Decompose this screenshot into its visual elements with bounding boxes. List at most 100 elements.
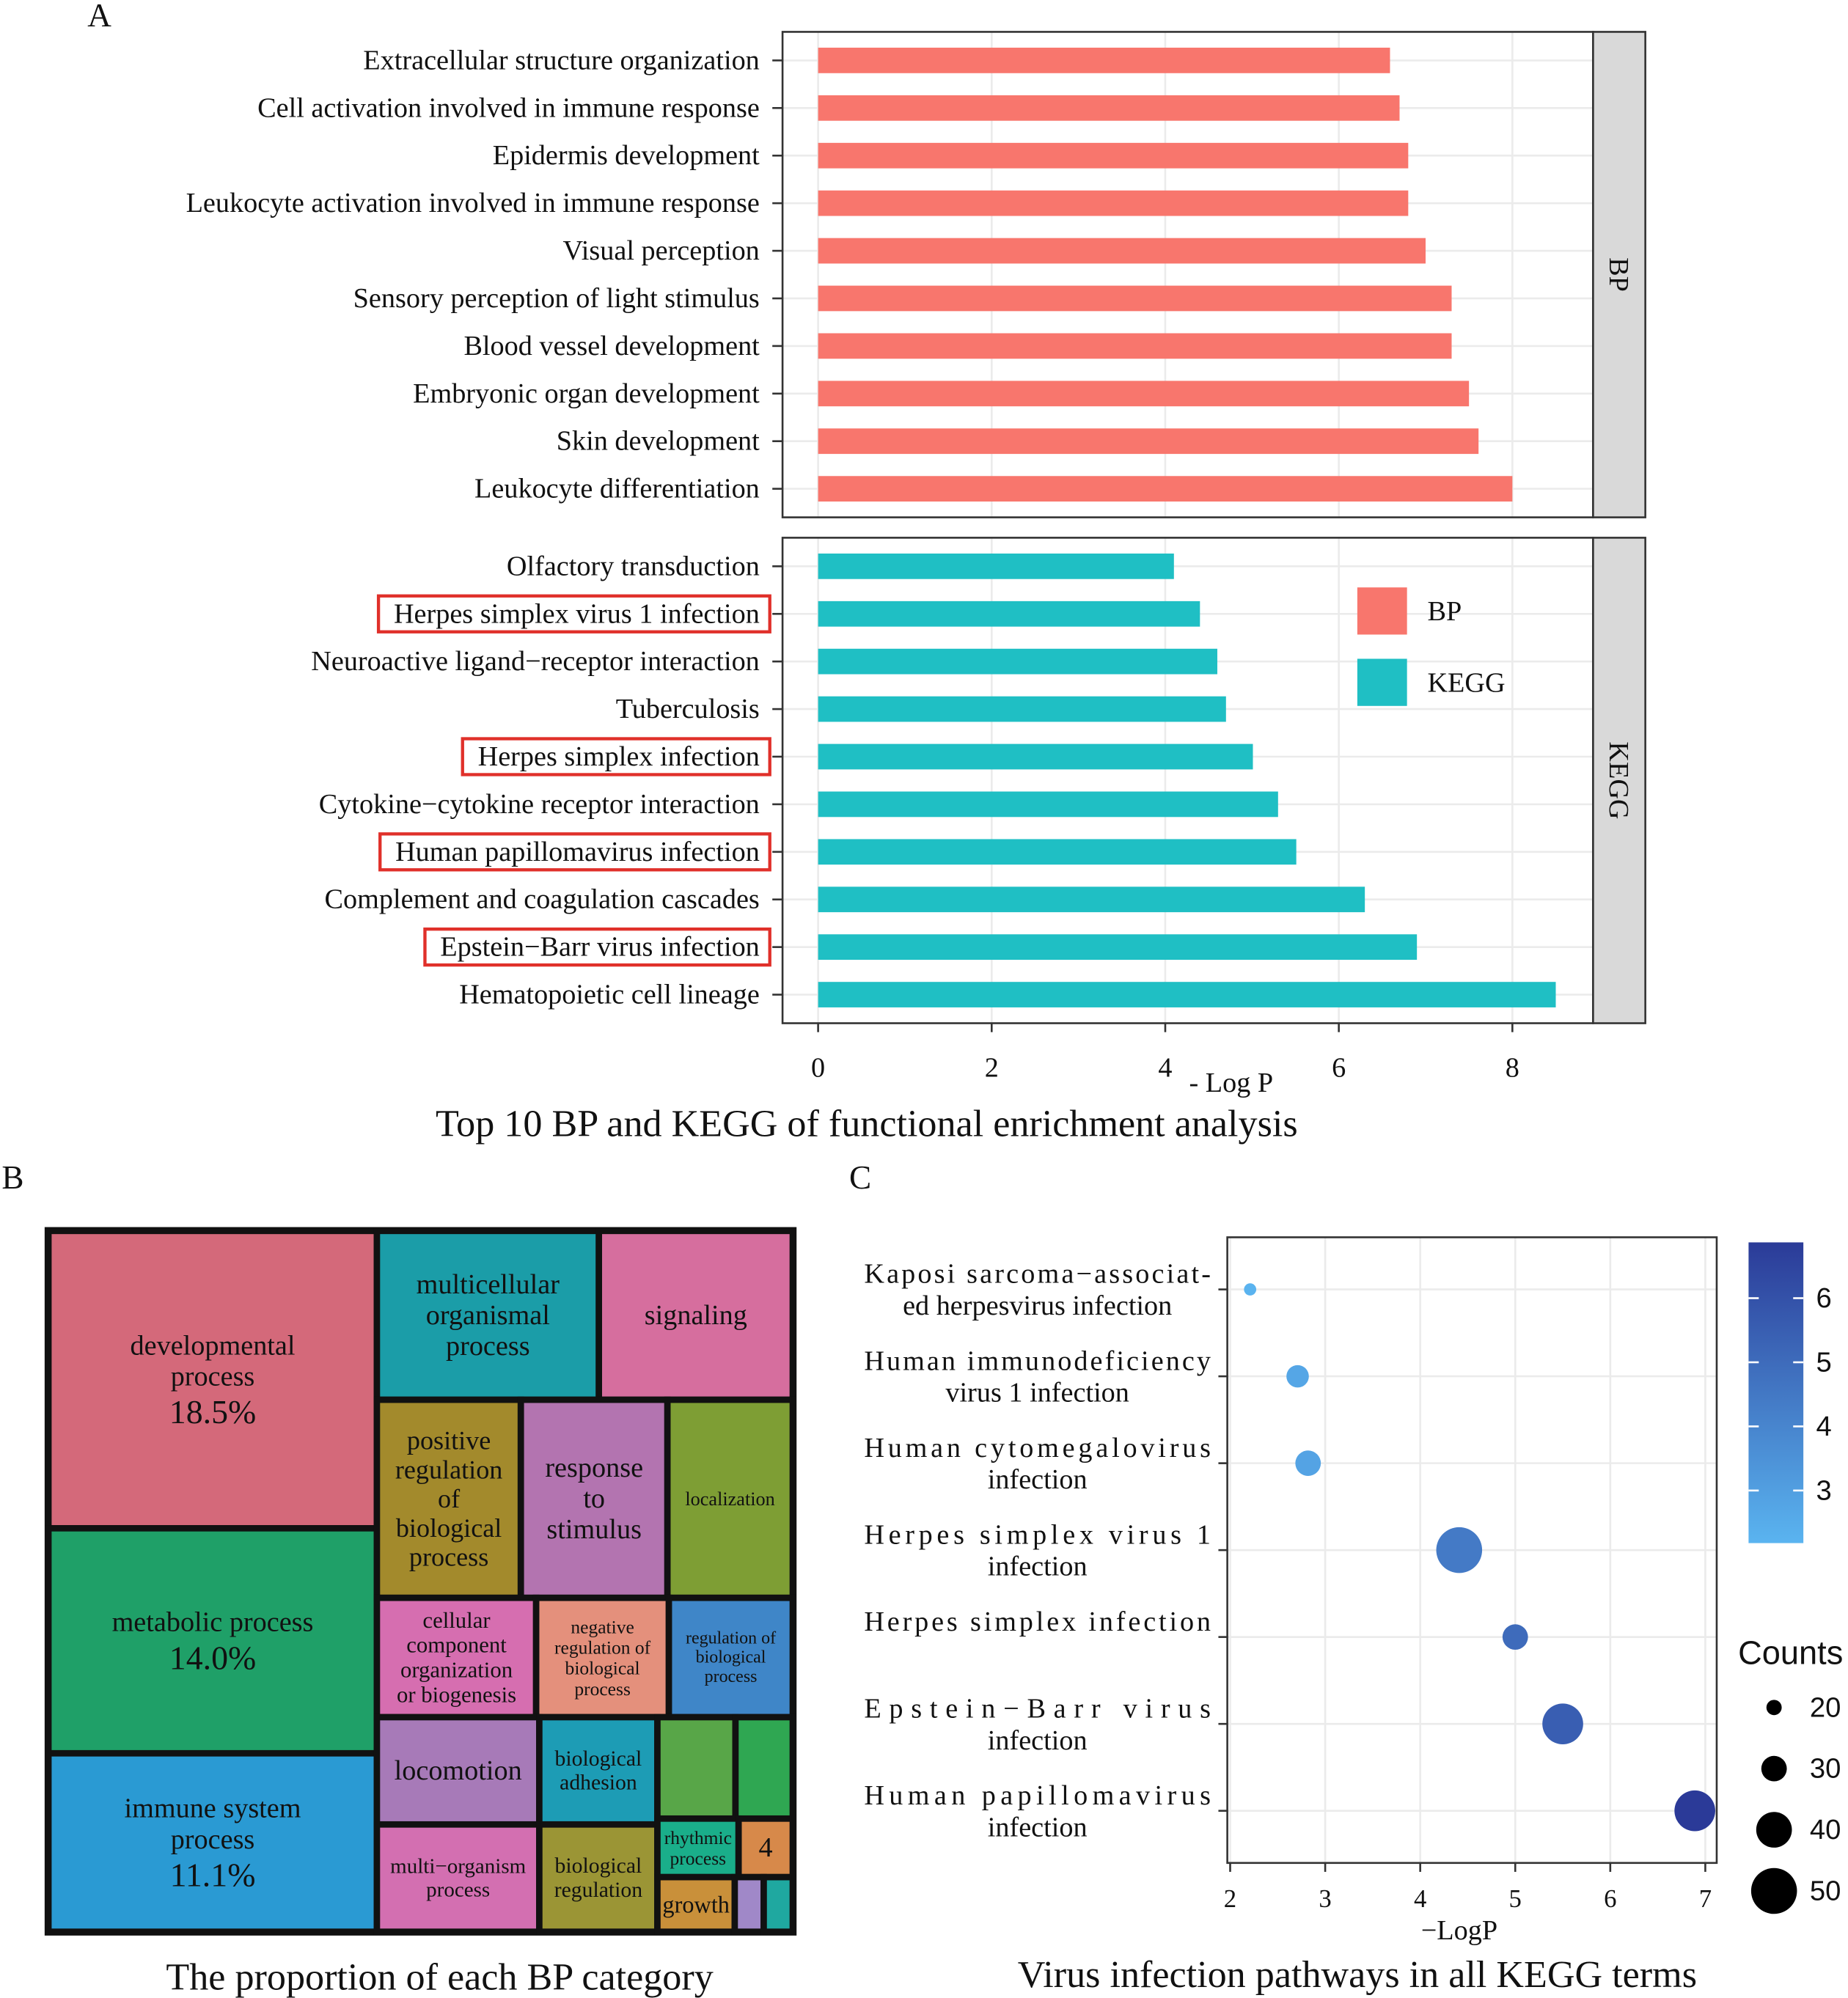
y-tick-label: Cytokine−cytokine receptor interaction [319,789,760,820]
x-axis-title: −LogP [1421,1915,1497,1946]
bar [818,238,1426,264]
strip-label: KEGG [1603,741,1634,819]
y-tick-label: Human cytomegalovirus infection [864,1433,1211,1495]
tile-label: signaling [645,1300,747,1331]
tile-label: cellular component organization or biogenes… [397,1608,516,1707]
tile-label: immune system process [125,1793,301,1855]
treemap-tile [654,1714,739,1822]
bar [818,600,1200,627]
y-tick-label: Sensory perception of light stimulus [353,283,760,314]
y-tick-label: Complement and coagulation cascades [325,884,760,915]
y-tick-label: Embryonic organ development [413,378,760,409]
size-legend-key [1756,1812,1792,1848]
legend-key [1357,658,1407,706]
tile-label: 4 [759,1832,773,1863]
bar [818,791,1278,818]
y-tick-label: Visual perception [562,235,759,266]
tile-label: multicellular organismal process [417,1269,560,1362]
treemap-tile [664,1396,796,1601]
bar [818,476,1513,502]
bubble [1674,1790,1715,1832]
legend-label: KEGG [1427,668,1505,699]
x-tick-label: 7 [1699,1884,1712,1913]
highlight-box [378,832,771,872]
treemap-tile [45,1525,381,1757]
tile-label: locomotion [395,1755,522,1786]
legend-key [1357,587,1407,635]
colorbar-label: 3 [1816,1474,1832,1506]
tile-label: biological adhesion [555,1747,642,1795]
tile-label: negative regulation of biological process [554,1616,651,1700]
size-legend-key [1766,1700,1782,1716]
y-tick-label: Hematopoietic cell lineage [459,980,760,1010]
bar [818,285,1452,312]
tile-value-label: 14.0% [169,1639,257,1676]
y-tick-label: Herpes simplex infection [478,741,760,772]
y-tick-label: Cell activation involved in immune respo… [257,92,760,123]
y-tick-label: Tuberculosis [616,694,760,724]
bar [818,190,1409,216]
x-tick-label: 4 [1158,1052,1172,1083]
y-tick-label: Kaposi sarcoma−associat-ed herpesvirus i… [864,1259,1211,1321]
highlight-box [423,928,771,967]
treemap-tile [654,1815,742,1881]
y-tick-label: Neuroactive ligand−receptor interaction [311,646,760,677]
colorbar-label: 4 [1816,1411,1832,1442]
bar [818,48,1390,73]
colorbar [1748,1242,1804,1543]
bar [818,839,1297,865]
x-axis-title: - Log P [1189,1068,1274,1098]
y-tick-label: Leukocyte activation involved in immune … [186,188,760,218]
treemap-tile [760,1873,796,1935]
tile-value-label: 18.5% [169,1393,257,1430]
tile-label: positive regulation of biological process [395,1426,502,1572]
legend-label: BP [1427,596,1462,627]
bubble [1542,1703,1583,1744]
tile-label: multi−organism process [390,1854,527,1901]
x-tick-label: 0 [811,1052,825,1083]
colorbar-label: 6 [1816,1282,1832,1314]
tile-label: metabolic process [112,1607,314,1638]
y-tick-label: Herpes simplex virus 1 infection [864,1519,1211,1582]
panel-letter: B [1,1159,23,1196]
chart-title: The proportion of each BP category [166,1957,713,1998]
highlight-box [461,737,771,776]
tile-value-label: 11.1% [170,1856,256,1894]
tile-label: response to stimulus [545,1452,643,1545]
y-tick-label: Herpes simplex infection [864,1606,1211,1637]
panel-letter: A [87,0,111,34]
treemap-tile [45,1749,381,1935]
bar [818,934,1418,961]
size-legend-label: 40 [1810,1814,1841,1845]
bubble [1244,1283,1257,1296]
size-legend-key [1761,1755,1787,1782]
tile-label: regulation of biological process [686,1628,776,1686]
y-tick-label: Blood vessel development [463,331,760,361]
bar [818,982,1556,1007]
y-tick-label: Skin development [557,426,760,457]
bar [818,743,1253,770]
strip [1592,31,1646,518]
x-tick-label: 5 [1509,1884,1522,1913]
bubble [1436,1527,1483,1573]
x-tick-label: 3 [1319,1884,1331,1913]
x-tick-label: 2 [1224,1884,1236,1913]
y-tick-label: Olfactory transduction [507,551,760,581]
chart-title: Top 10 BP and KEGG of functional enrichm… [436,1103,1298,1145]
y-tick-label: Epidermis development [493,140,760,171]
size-legend-key [1750,1867,1797,1914]
chart-title: Virus infection pathways in all KEGG ter… [1018,1954,1697,1996]
size-legend-label: 20 [1810,1692,1841,1723]
panel-border [1226,1236,1718,1865]
y-tick-label: Human immunodeficiency virus 1 infection [864,1345,1211,1408]
bar [818,648,1217,675]
treemap-tile [373,1227,603,1403]
bubble [1502,1624,1528,1650]
bar [818,553,1174,579]
tile-label: biological regulation [554,1854,643,1902]
strip [1592,537,1646,1024]
treemap-tile [731,1873,767,1935]
colorbar-label: 5 [1816,1346,1832,1378]
bar [818,95,1400,121]
